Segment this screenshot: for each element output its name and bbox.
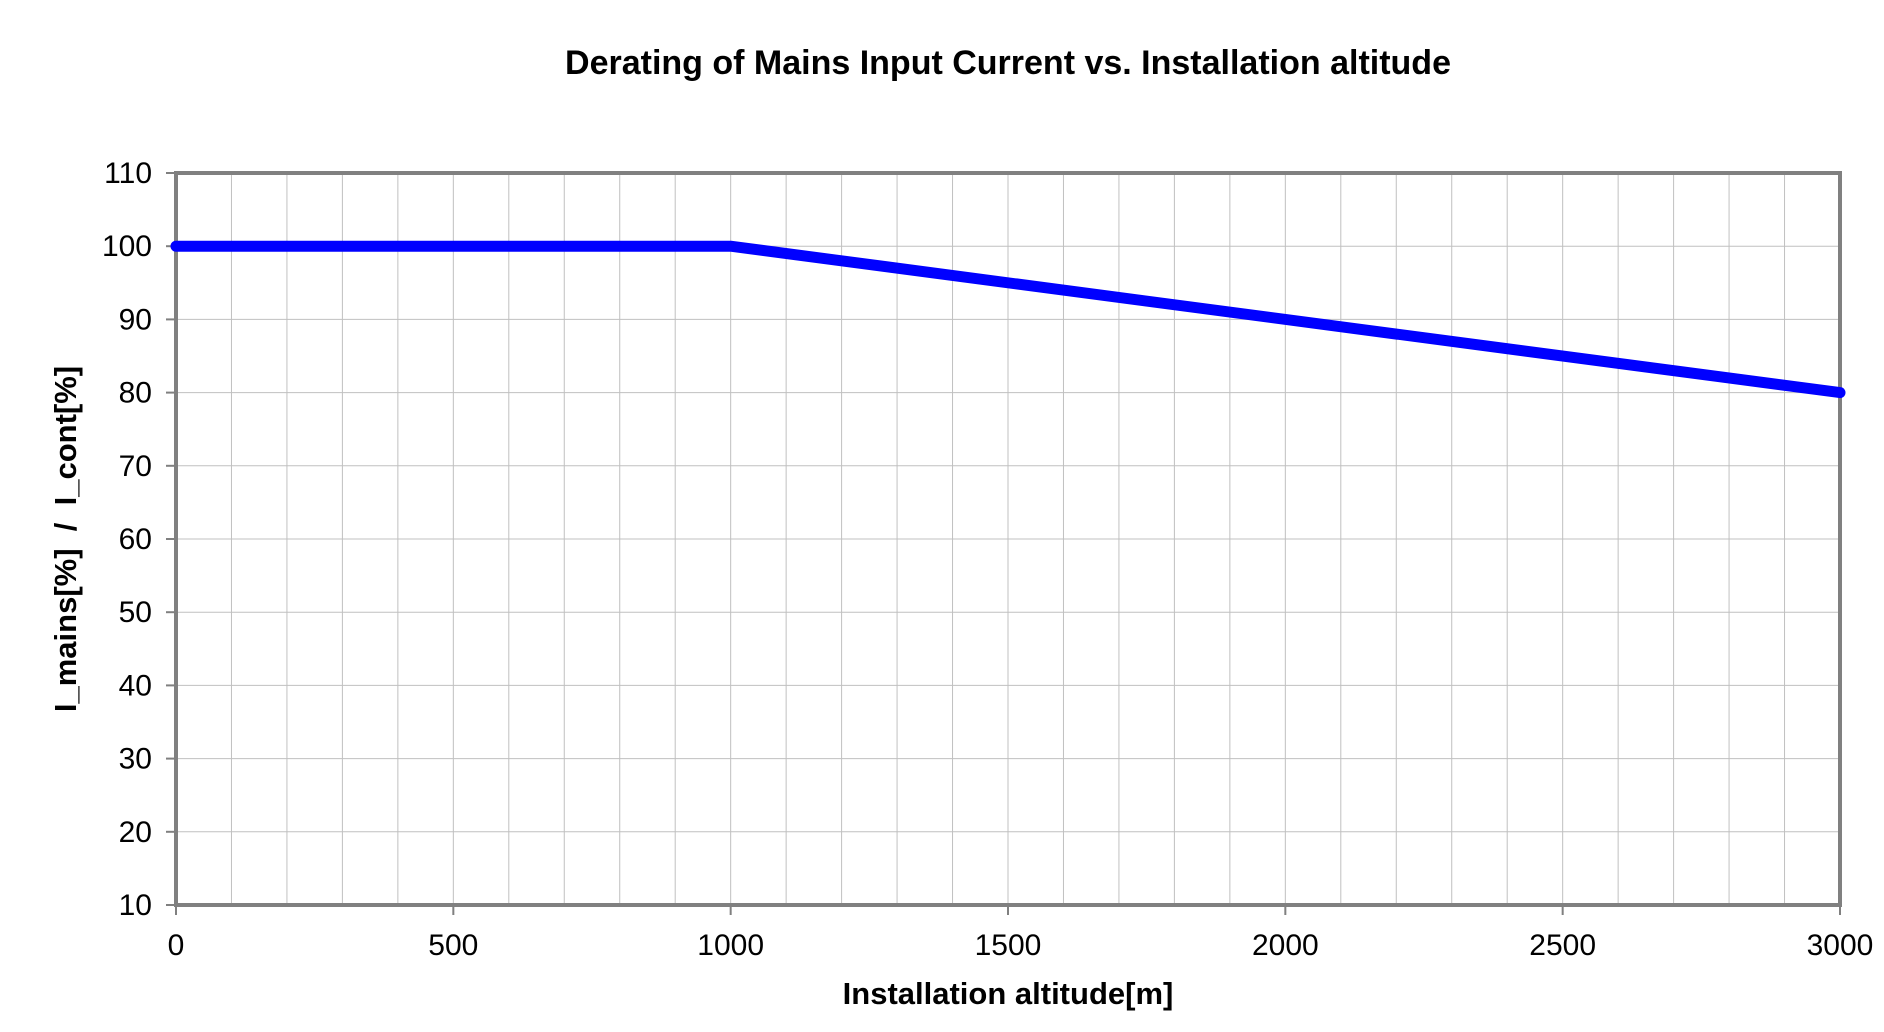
- x-axis-title: Installation altitude[m]: [842, 976, 1174, 1011]
- x-tick-label: 3000: [1807, 929, 1874, 962]
- y-tick-label: 80: [119, 377, 152, 410]
- y-tick-label: 70: [119, 450, 152, 483]
- x-tick-label: 2500: [1529, 929, 1596, 962]
- y-tick-label: 30: [119, 743, 152, 776]
- x-tick-label: 1000: [697, 929, 764, 962]
- y-tick-label: 60: [119, 523, 152, 556]
- data-line-mains-current-derating: [170, 240, 1846, 399]
- y-tick-label: 100: [102, 230, 152, 263]
- x-tick-label: 2000: [1252, 929, 1319, 962]
- y-tick-label: 40: [119, 669, 152, 702]
- y-axis-title: I_mains[%] / I_cont[%]: [48, 365, 83, 713]
- y-tick-label: 90: [119, 303, 152, 336]
- y-tick-label: 50: [119, 596, 152, 629]
- x-tick-label: 500: [428, 929, 478, 962]
- x-tick-label: 0: [168, 929, 185, 962]
- y-tick-label: 10: [119, 889, 152, 922]
- y-tick-label: 110: [104, 157, 152, 190]
- chart-title: Derating of Mains Input Current vs. Inst…: [565, 44, 1451, 82]
- x-tick-label: 1500: [975, 929, 1042, 962]
- y-tick-label: 20: [119, 816, 152, 849]
